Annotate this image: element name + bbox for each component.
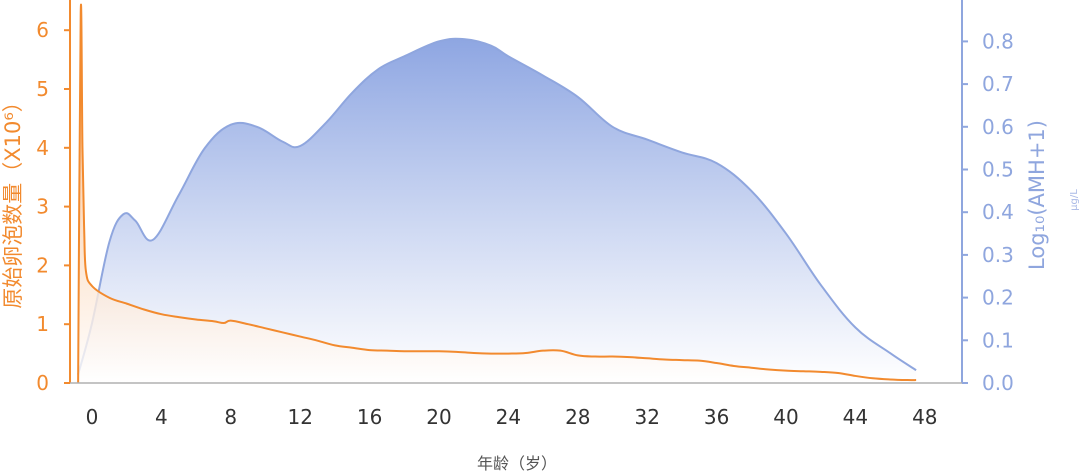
x-tick-label: 40 — [773, 405, 798, 429]
follicle-line — [77, 3, 917, 384]
right-tick-label: 0.4 — [982, 200, 1014, 224]
y-axis-label-right: Log₁₀(AMH+1) — [1025, 120, 1049, 270]
left-tick-label: 2 — [36, 253, 49, 277]
right-axis: 0.0 0.1 0.2 0.3 0.4 0.5 0.6 0.7 0.8 — [961, 0, 1014, 395]
x-tick-label: 36 — [704, 405, 729, 429]
x-tick-label: 8 — [224, 405, 237, 429]
x-tick-label: 48 — [912, 405, 937, 429]
x-tick-label: 0 — [86, 405, 99, 429]
follicle-area-fill — [78, 4, 917, 383]
area-left-series — [77, 3, 917, 384]
x-axis: 0 4 8 12 16 20 24 28 32 36 40 44 48 — [70, 382, 962, 429]
left-tick-label: 1 — [36, 312, 49, 336]
right-tick-label: 0.1 — [982, 328, 1014, 352]
right-tick-label: 0.7 — [982, 72, 1014, 96]
left-tick-label: 5 — [36, 77, 49, 101]
right-tick-label: 0.0 — [982, 371, 1014, 395]
y-axis-label-left: 原始卵泡数量（X10⁶） — [1, 91, 25, 309]
x-tick-label: 32 — [634, 405, 659, 429]
x-tick-label: 16 — [357, 405, 382, 429]
x-tick-label: 20 — [426, 405, 451, 429]
left-tick-label: 4 — [36, 136, 49, 160]
left-tick-label: 0 — [36, 371, 49, 395]
right-tick-label: 0.6 — [982, 115, 1014, 139]
x-axis-label: 年龄（岁） — [477, 454, 557, 473]
amh-area-fill — [78, 38, 917, 383]
x-tick-label: 12 — [287, 405, 312, 429]
y-axis-unit-right: μg/L — [1069, 189, 1080, 211]
x-tick-label: 28 — [565, 405, 590, 429]
right-tick-label: 0.5 — [982, 158, 1014, 182]
amh-line — [77, 37, 917, 375]
x-tick-label: 24 — [496, 405, 521, 429]
right-tick-label: 0.2 — [982, 286, 1014, 310]
left-tick-label: 3 — [36, 195, 49, 219]
x-tick-label: 4 — [155, 405, 168, 429]
right-tick-label: 0.3 — [982, 243, 1014, 267]
x-tick-label: 44 — [843, 405, 868, 429]
left-tick-label: 6 — [36, 18, 49, 42]
area-right-series — [77, 37, 917, 383]
left-axis: 0 1 2 3 4 5 6 — [36, 0, 71, 395]
right-tick-label: 0.8 — [982, 29, 1014, 53]
